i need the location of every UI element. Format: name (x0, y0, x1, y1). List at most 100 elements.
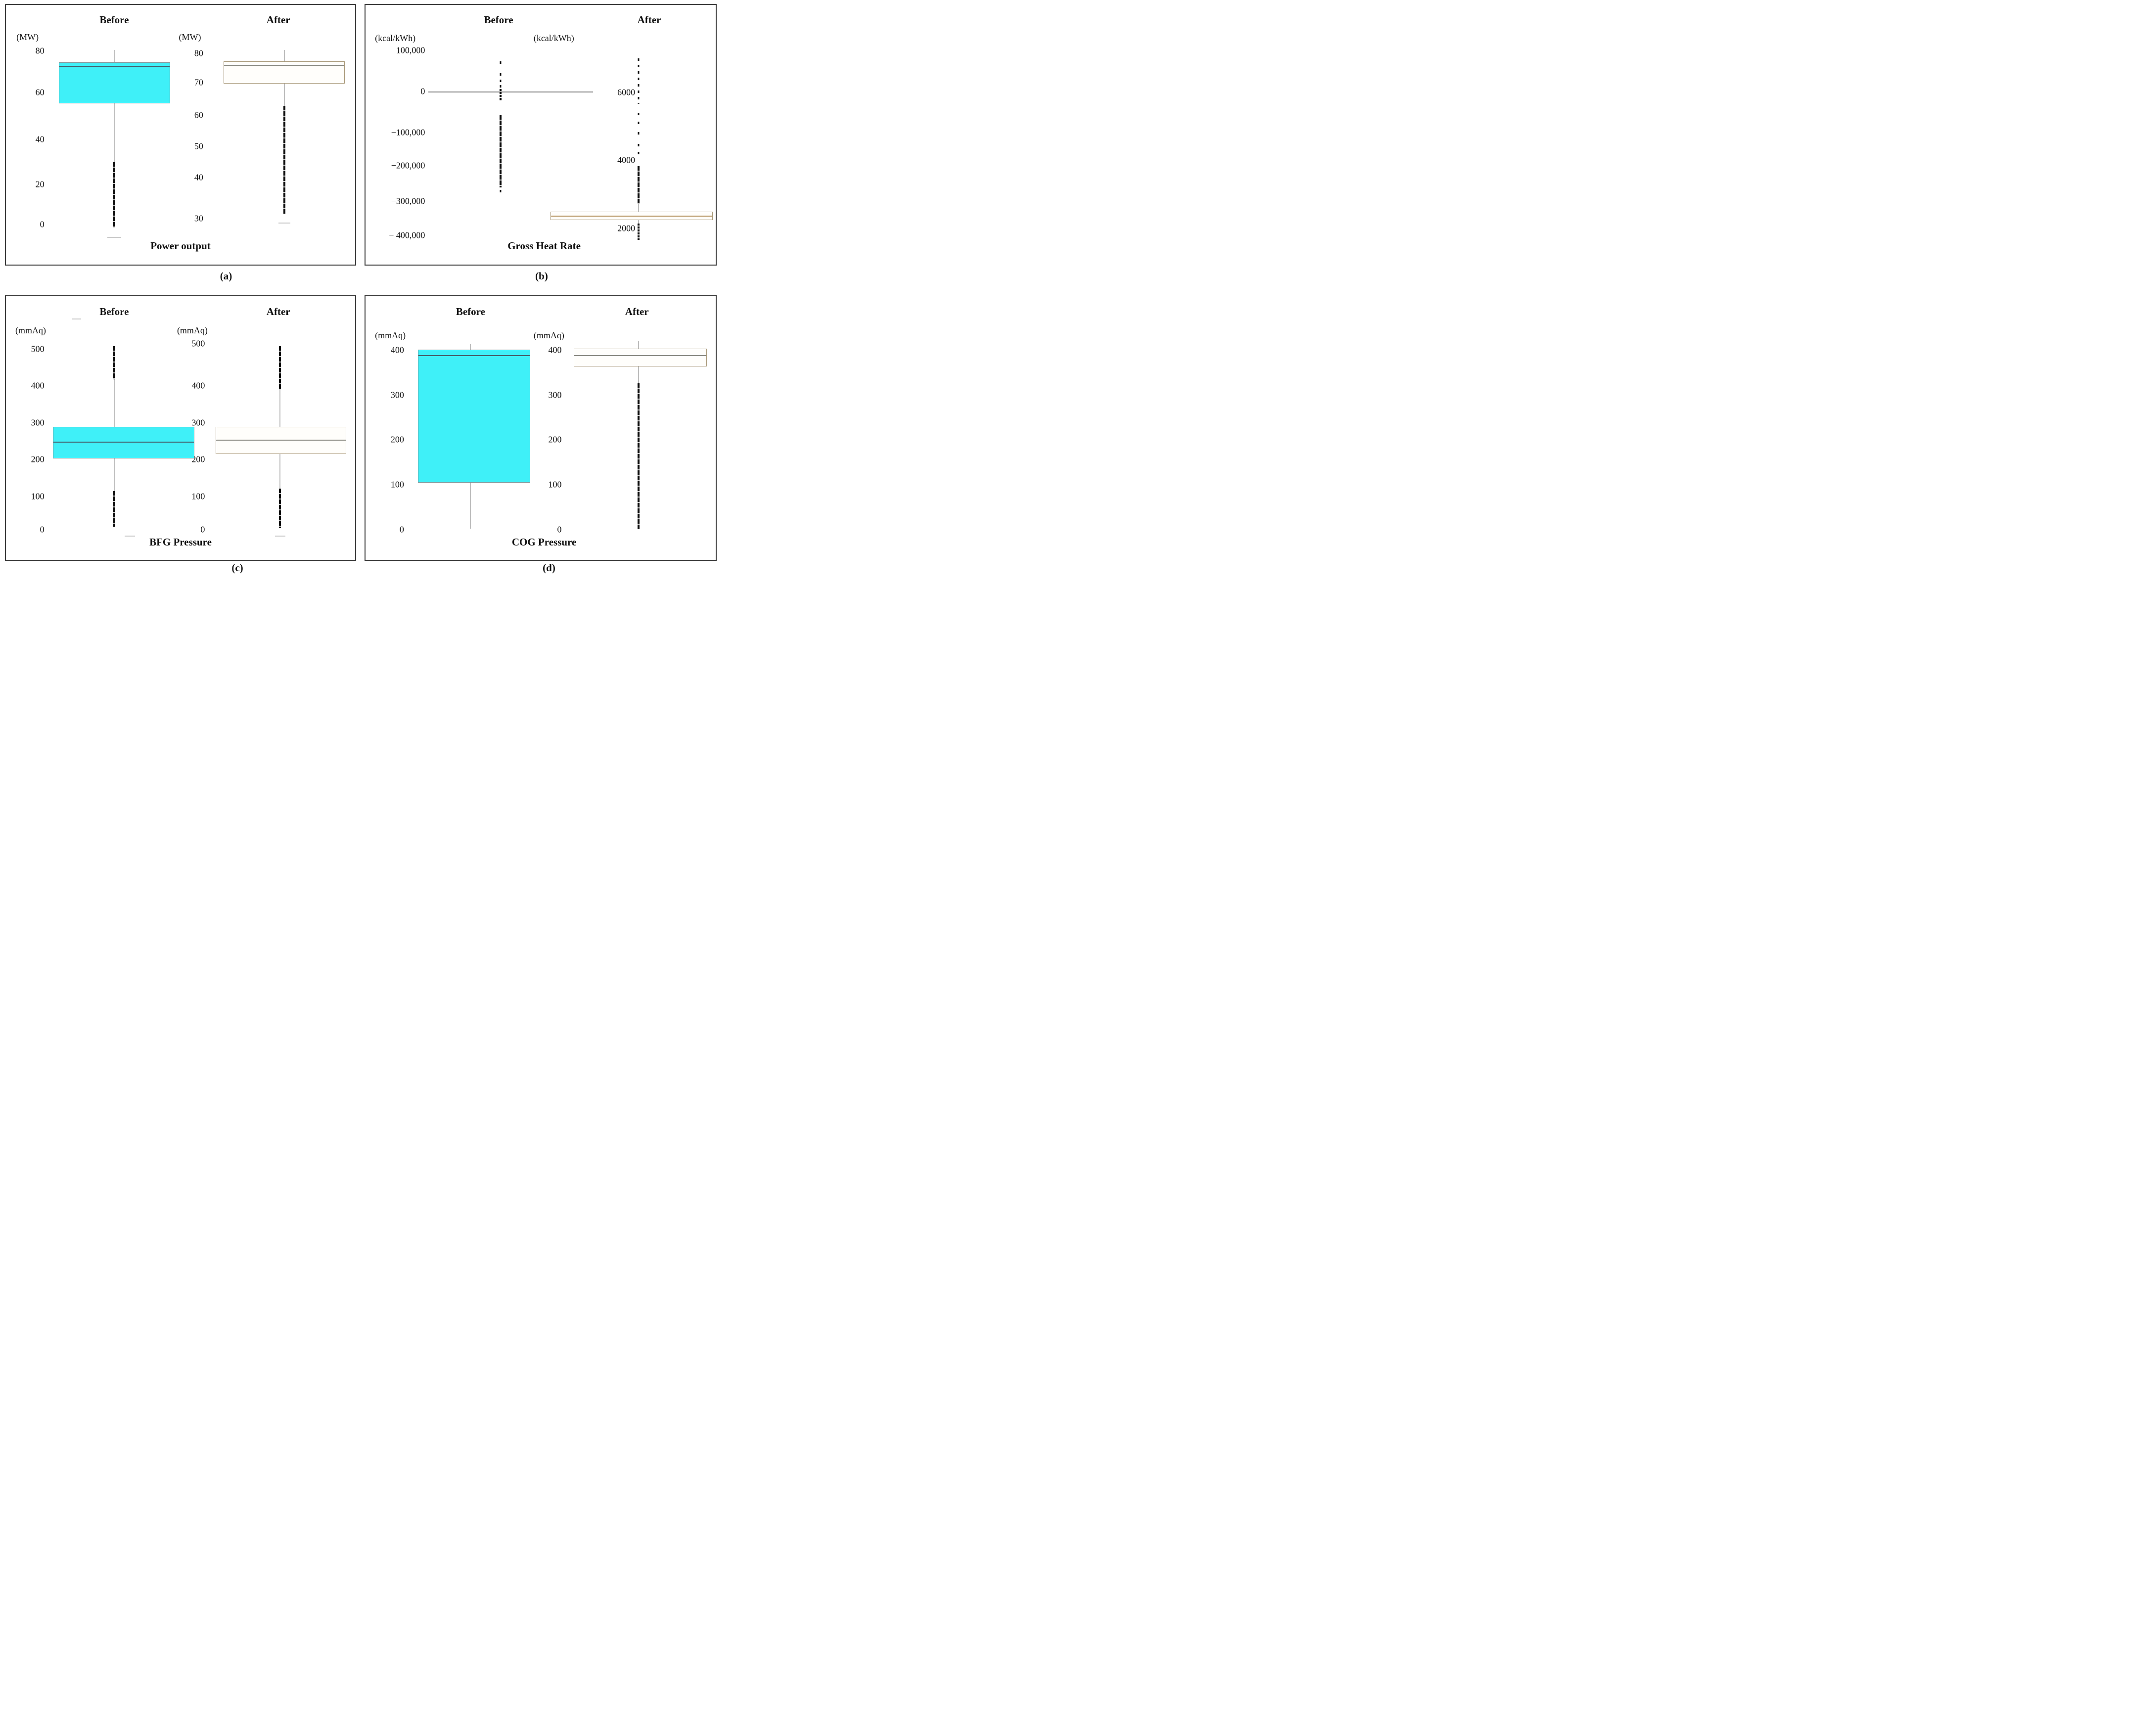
y-axis-unit-right: (MW) (179, 32, 201, 43)
whisker-lower (638, 220, 640, 224)
plot-title: Gross Heat Rate (507, 240, 581, 252)
whisker-lower (638, 366, 640, 383)
outlier-strip-upper (113, 346, 115, 379)
tick-label: 2000 (617, 223, 636, 233)
outlier-dot (638, 132, 640, 135)
tick-label: 30 (194, 213, 203, 224)
tick-label: 200 (31, 454, 45, 464)
whisker-lower (113, 458, 115, 492)
outlier-faint-dash (275, 535, 285, 537)
tick-label: 500 (31, 344, 45, 354)
tick-label: 60 (194, 110, 203, 120)
tick-label: 0 (200, 524, 205, 535)
group-title-before: Before (484, 14, 513, 26)
tick-label: 100,000 (396, 45, 425, 55)
y-axis-unit-right: (kcal/kWh) (533, 33, 574, 43)
tick-label: 100 (390, 479, 404, 490)
tick-label: 200 (191, 454, 205, 464)
tick-label: 300 (191, 417, 205, 428)
tick-label: 0 (420, 86, 425, 96)
outlier-dot (500, 85, 502, 88)
group-title-after: After (266, 14, 290, 26)
outlier-strip-lower (113, 491, 115, 527)
outlier-faint-dash (278, 222, 291, 224)
caption-a: (a) (220, 270, 232, 282)
boxplot-box-after (215, 426, 347, 454)
outlier-dot (638, 122, 640, 125)
tick-label: 4000 (617, 155, 636, 165)
whisker-lower (113, 103, 115, 163)
tick-label: 300 (390, 390, 404, 400)
median-line (550, 216, 713, 217)
whisker-lower (283, 84, 285, 106)
y-axis-unit-left: (mmAq) (375, 330, 406, 341)
y-axis-unit-left: (MW) (16, 32, 39, 43)
outlier-faint-dash (107, 236, 121, 238)
caption-b: (b) (535, 270, 548, 282)
outlier-strip-lower (279, 489, 281, 529)
whisker-upper (113, 49, 115, 62)
outlier-dot (638, 112, 640, 115)
outlier-cluster (499, 89, 502, 101)
outlier-strip (638, 166, 640, 204)
whisker-upper (470, 344, 471, 350)
plot-title: COG Pressure (511, 536, 577, 548)
tick-label: −100,000 (391, 127, 425, 137)
y-axis-unit-left: (kcal/kWh) (375, 33, 416, 43)
tick-label: 0 (40, 219, 45, 229)
boxplot-figure: Before After (MW) (MW) 80 60 40 20 0 80 … (0, 0, 719, 575)
tick-label: 70 (194, 77, 203, 88)
group-title-after: After (266, 305, 290, 318)
y-axis-unit-right: (mmAq) (177, 325, 208, 335)
plot-title: BFG Pressure (149, 536, 212, 548)
tick-label: 50 (194, 141, 203, 151)
tick-label: 200 (548, 434, 562, 445)
boxplot-box-before (418, 349, 530, 483)
tick-label: 0 (40, 524, 45, 535)
outlier-dot (500, 61, 502, 64)
tick-label: 40 (194, 172, 203, 182)
boxplot-box-after (550, 212, 713, 221)
tick-label: 300 (31, 417, 45, 428)
median-line (418, 355, 530, 357)
outlier-dot (500, 80, 502, 83)
outlier-sparse-strip (638, 58, 640, 104)
group-title-before: Before (456, 305, 485, 318)
tick-label: 400 (548, 345, 562, 355)
outlier-faint-dash (125, 535, 136, 537)
tick-label: 20 (35, 179, 45, 189)
tick-label: 0 (557, 524, 562, 535)
tick-label: 6000 (617, 87, 636, 97)
panel-d-cog-pressure: Before After (mmAq) (mmAq) 400 300 200 1… (365, 295, 717, 561)
median-line (53, 441, 194, 443)
outlier-dot (638, 143, 640, 146)
tick-label: 100 (548, 479, 562, 490)
outlier-strip (638, 223, 640, 240)
collapsed-box-zero-line (428, 91, 594, 93)
median-line (59, 66, 170, 67)
tick-label: 100 (31, 491, 45, 501)
caption-d: (d) (543, 562, 555, 574)
whisker-upper (279, 388, 281, 427)
y-axis-unit-right: (mmAq) (533, 330, 564, 341)
whisker-lower (279, 454, 281, 489)
outlier-strip (113, 162, 115, 227)
tick-label: 400 (390, 345, 404, 355)
tick-label: 40 (35, 134, 45, 144)
boxplot-box-after (223, 61, 345, 84)
group-title-before: Before (99, 305, 129, 318)
tick-label: 400 (31, 380, 45, 391)
whisker-upper (638, 204, 640, 212)
outlier-dot (638, 151, 640, 154)
tick-label: 0 (399, 524, 404, 535)
outlier-dot (500, 73, 502, 76)
whisker-upper (638, 341, 640, 349)
whisker-upper (283, 49, 285, 62)
boxplot-box-before (53, 426, 195, 458)
panel-b-gross-heat-rate: Before After (kcal/kWh) (kcal/kWh) 100,0… (365, 4, 717, 266)
outlier-strip-lower (638, 383, 640, 529)
group-title-after: After (625, 305, 649, 318)
whisker-upper (113, 379, 115, 427)
boxplot-box-after (574, 348, 707, 367)
tick-label: − 400,000 (389, 230, 425, 240)
